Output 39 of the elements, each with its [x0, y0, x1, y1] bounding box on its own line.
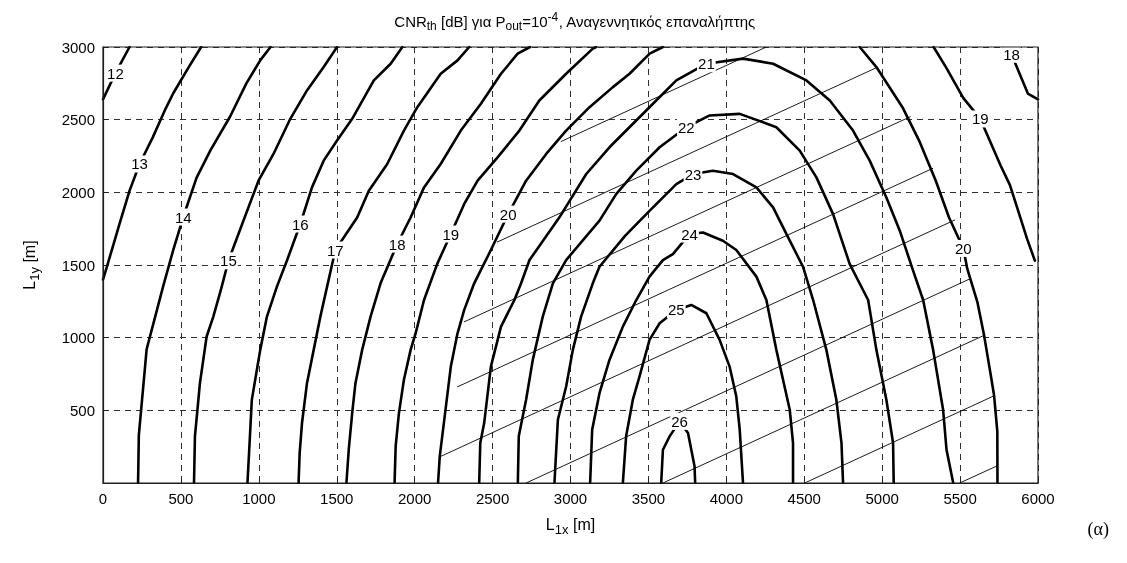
y-tick-label: 2500: [61, 111, 95, 129]
x-tick-label: 1000: [242, 490, 276, 507]
series-label: 23: [684, 165, 702, 183]
y-tick-label: 500: [69, 401, 95, 419]
series-label: 21: [698, 55, 715, 73]
x-tick-label: 6000: [1021, 490, 1055, 507]
x-tick-label: 0: [98, 490, 108, 507]
text: (α): [1087, 519, 1110, 540]
x-tick-label: 3000: [553, 490, 588, 507]
series-label: 19: [442, 225, 460, 243]
x-tick-label: 3500: [631, 490, 666, 507]
series-label: 22: [677, 118, 695, 136]
x-tick-label: 5500: [943, 490, 977, 507]
series-label: 20: [499, 205, 517, 223]
x-tick-label: 4000: [709, 490, 744, 507]
x-tick-label: 500: [168, 490, 194, 507]
series-label: 14: [174, 208, 192, 226]
series-label: 13: [131, 155, 148, 173]
y-axis-title: L1y [m]: [21, 240, 42, 290]
x-tick-label: 2500: [475, 490, 510, 507]
series-label: 19: [972, 110, 989, 128]
series-label: 17: [327, 241, 344, 259]
y-tick-label: 2000: [61, 183, 95, 201]
x-tick-label: 5000: [865, 490, 899, 507]
x-tick-label: 4500: [787, 490, 821, 507]
series-label: 18: [388, 235, 406, 253]
y-tick-label: 1000: [61, 329, 95, 347]
series-label: 26: [671, 412, 688, 430]
series-label: 25: [667, 301, 685, 319]
series-label: 18: [1003, 45, 1020, 63]
series-label: 16: [291, 215, 309, 233]
series-label: 15: [220, 252, 237, 270]
x-tick-label: 2000: [397, 490, 432, 507]
x-tick-label: 1500: [320, 490, 354, 507]
series-label: 24: [681, 225, 698, 243]
series-label: 20: [955, 239, 972, 257]
series-label: 12: [107, 64, 124, 82]
y-tick-label: 1500: [61, 256, 95, 274]
y-tick-label: 3000: [61, 38, 95, 56]
